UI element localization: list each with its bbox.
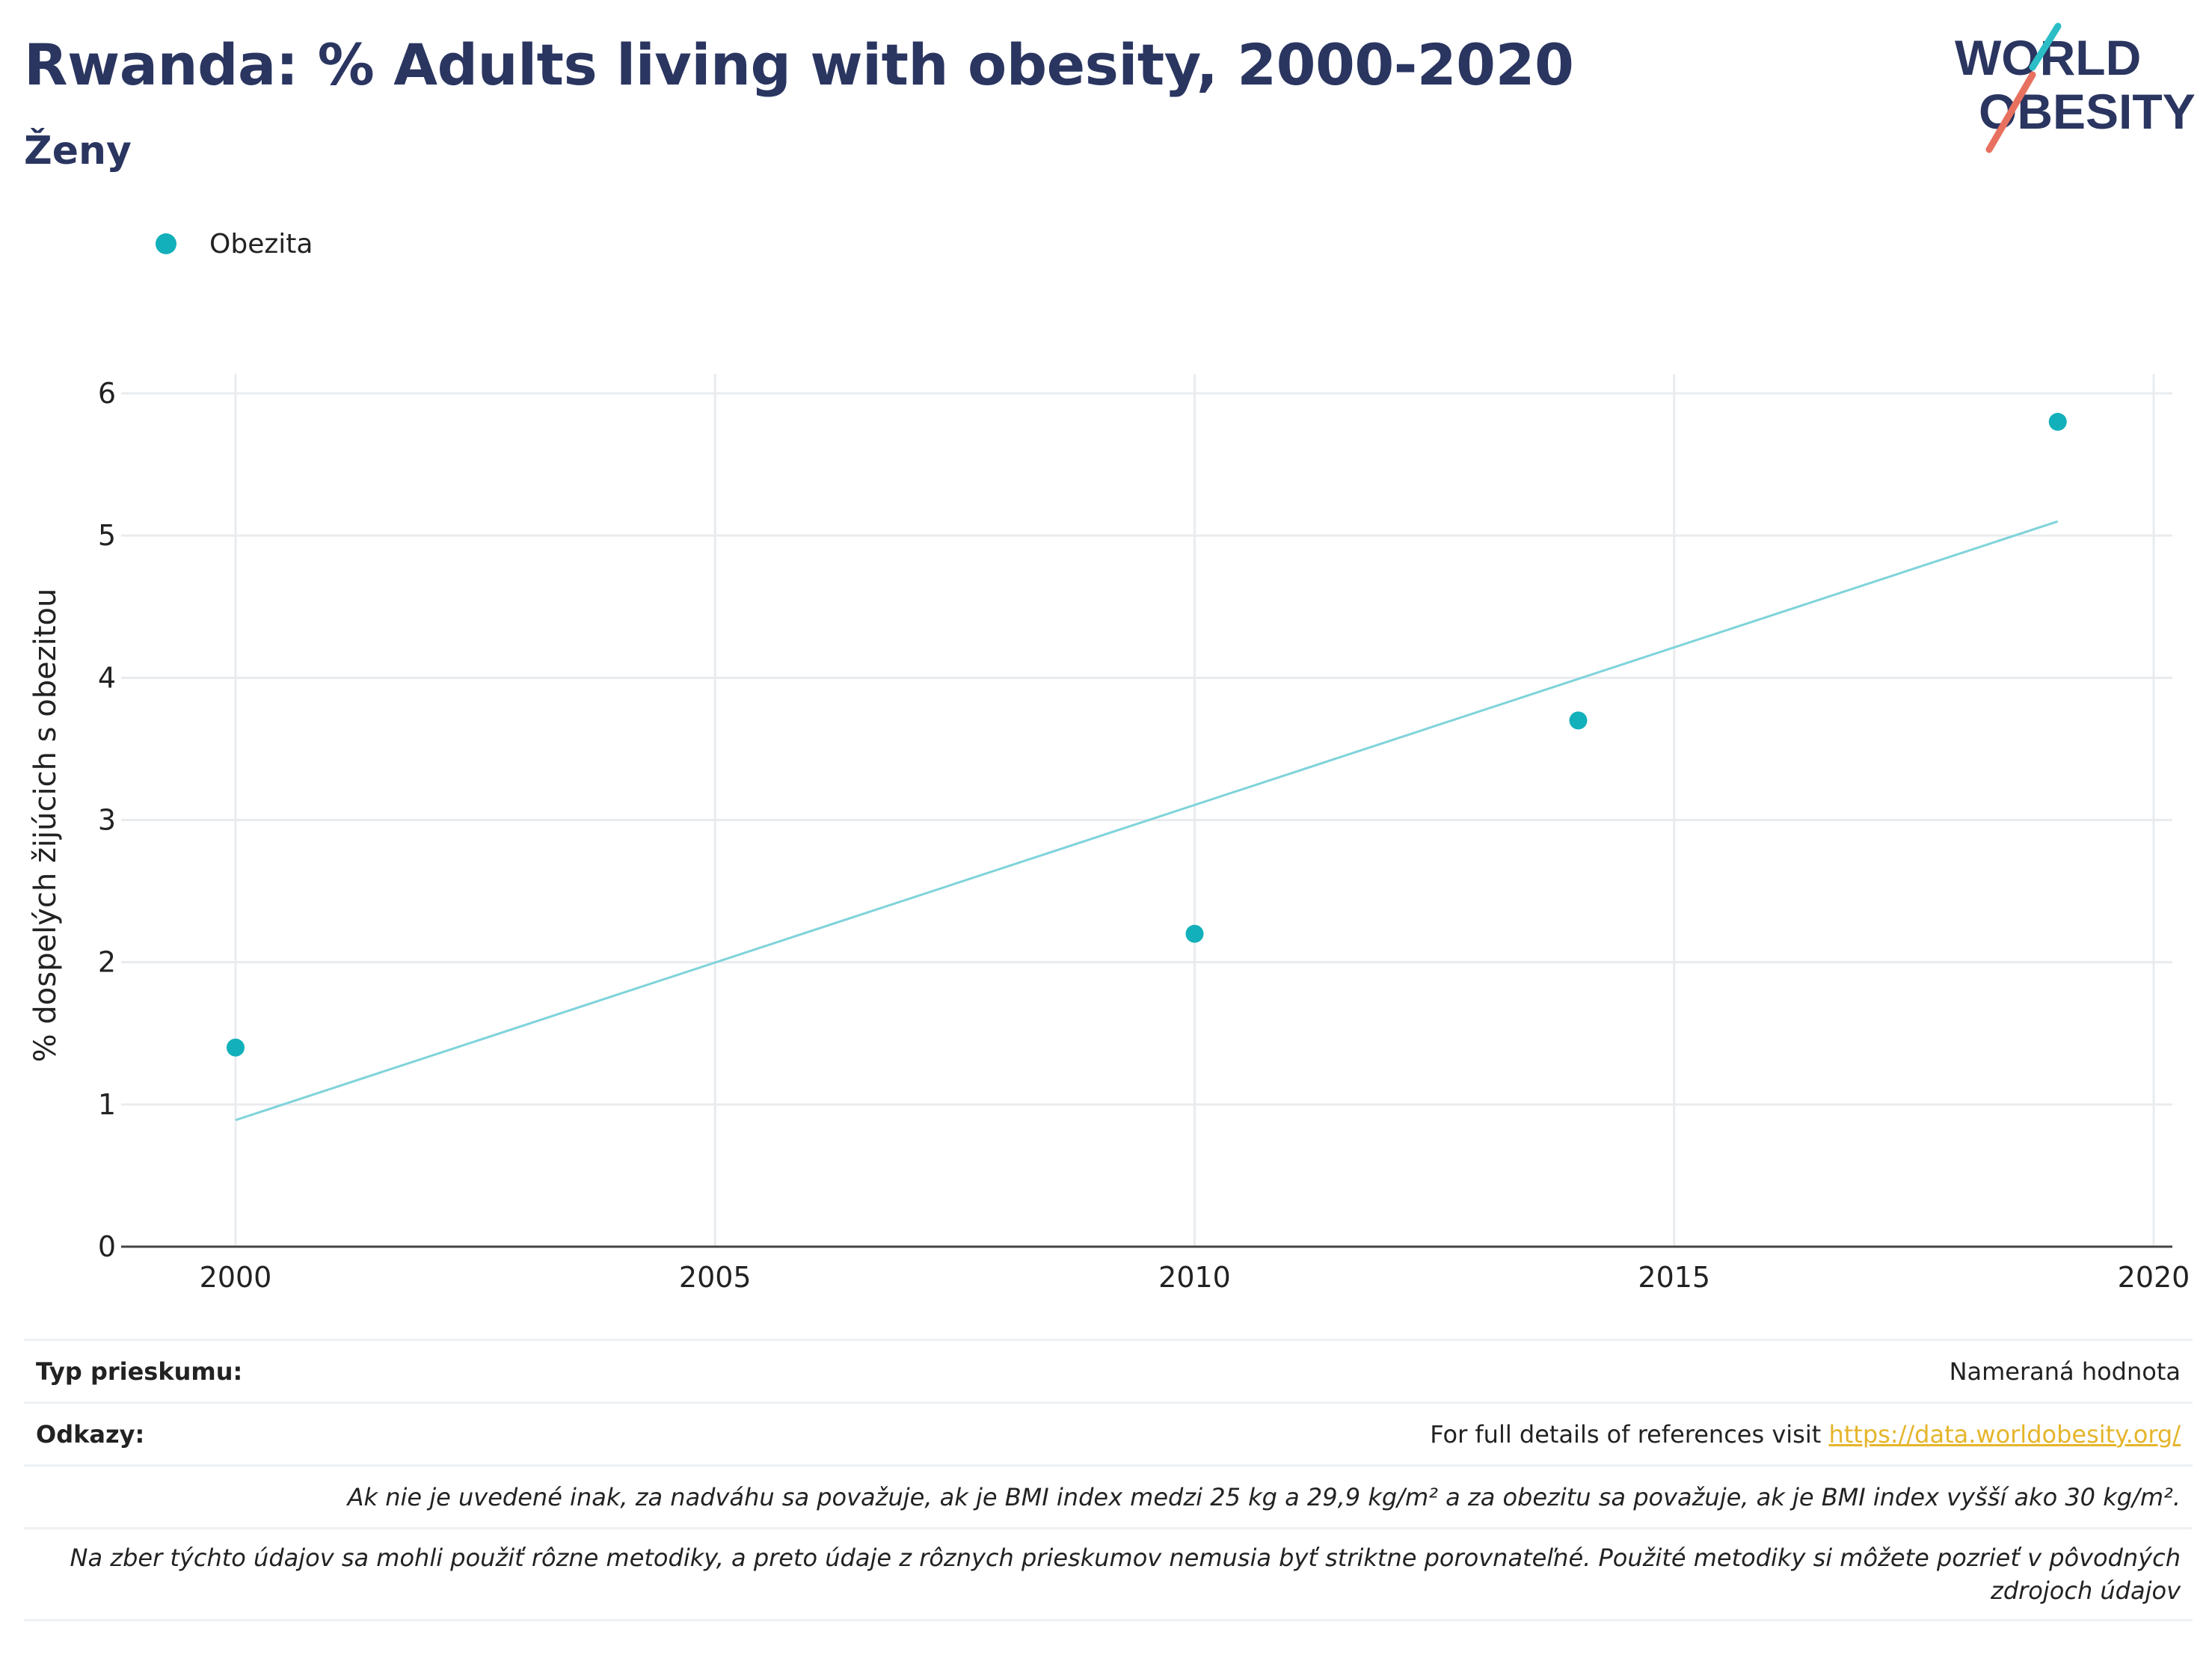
references-label: Odkazy: <box>36 1419 145 1449</box>
references-text: For full details of references visit <box>1430 1419 1829 1449</box>
y-tick-label: 5 <box>98 519 116 552</box>
survey-type-row: Typ prieskumu: Nameraná hodnota <box>24 1339 2193 1401</box>
y-axis-title: % dospelých žijúcich s obezitou <box>28 589 63 1063</box>
legend-label: Obezita <box>209 228 313 260</box>
x-tick-label: 2015 <box>1638 1261 1710 1294</box>
y-tick-label: 2 <box>98 946 116 979</box>
y-tick-label: 3 <box>98 804 116 837</box>
logo-slash-teal <box>2029 22 2062 71</box>
world-obesity-logo: WORLD OBESITY <box>1955 22 2196 153</box>
references-row: Odkazy: For full details of references v… <box>24 1401 2193 1464</box>
chart-title: Rwanda: % Adults living with obesity, 20… <box>24 31 1574 98</box>
legend-marker <box>156 233 176 254</box>
y-tick-label: 6 <box>98 377 116 410</box>
x-tick-label: 2010 <box>1158 1261 1231 1294</box>
scatter-chart: 0 1 2 3 4 5 6 2000 2005 2010 2015 2020 % dospelých ž… <box>28 374 2190 1294</box>
bmi-note: Ak nie je uvedené inak, za nadváhu sa po… <box>347 1482 2181 1511</box>
references-link[interactable]: https://data.worldobesity.org/ <box>1828 1419 2181 1449</box>
legend[interactable]: Obezita <box>156 221 313 266</box>
x-tick-label: 2005 <box>679 1261 752 1294</box>
trend-line <box>235 520 2059 1122</box>
y-tick-label: 1 <box>98 1088 116 1121</box>
methodology-note-row: Na zber týchto údajov sa mohli použiť rô… <box>24 1527 2193 1621</box>
y-tick-label: 4 <box>98 661 116 694</box>
survey-type-label: Typ prieskumu: <box>36 1357 243 1386</box>
methodology-note: Na zber týchto údajov sa mohli použiť rô… <box>70 1544 2181 1605</box>
survey-type-value: Nameraná hodnota <box>1949 1357 2181 1386</box>
data-point <box>1569 711 1588 730</box>
data-point <box>2048 413 2067 432</box>
x-tick-label: 2000 <box>200 1261 272 1294</box>
chart-footer: Typ prieskumu: Nameraná hodnota Odkazy: … <box>24 1339 2193 1621</box>
logo-slash-coral <box>1985 71 2036 153</box>
data-point <box>227 1038 245 1057</box>
x-tick-label: 2020 <box>2118 1261 2190 1294</box>
bmi-note-row: Ak nie je uvedené inak, za nadváhu sa po… <box>24 1464 2193 1527</box>
references-text-wrap: For full details of references visit htt… <box>1430 1420 2181 1449</box>
y-tick-label: 0 <box>98 1230 116 1263</box>
data-point <box>1185 924 1204 943</box>
chart-subtitle: Ženy <box>24 129 132 174</box>
